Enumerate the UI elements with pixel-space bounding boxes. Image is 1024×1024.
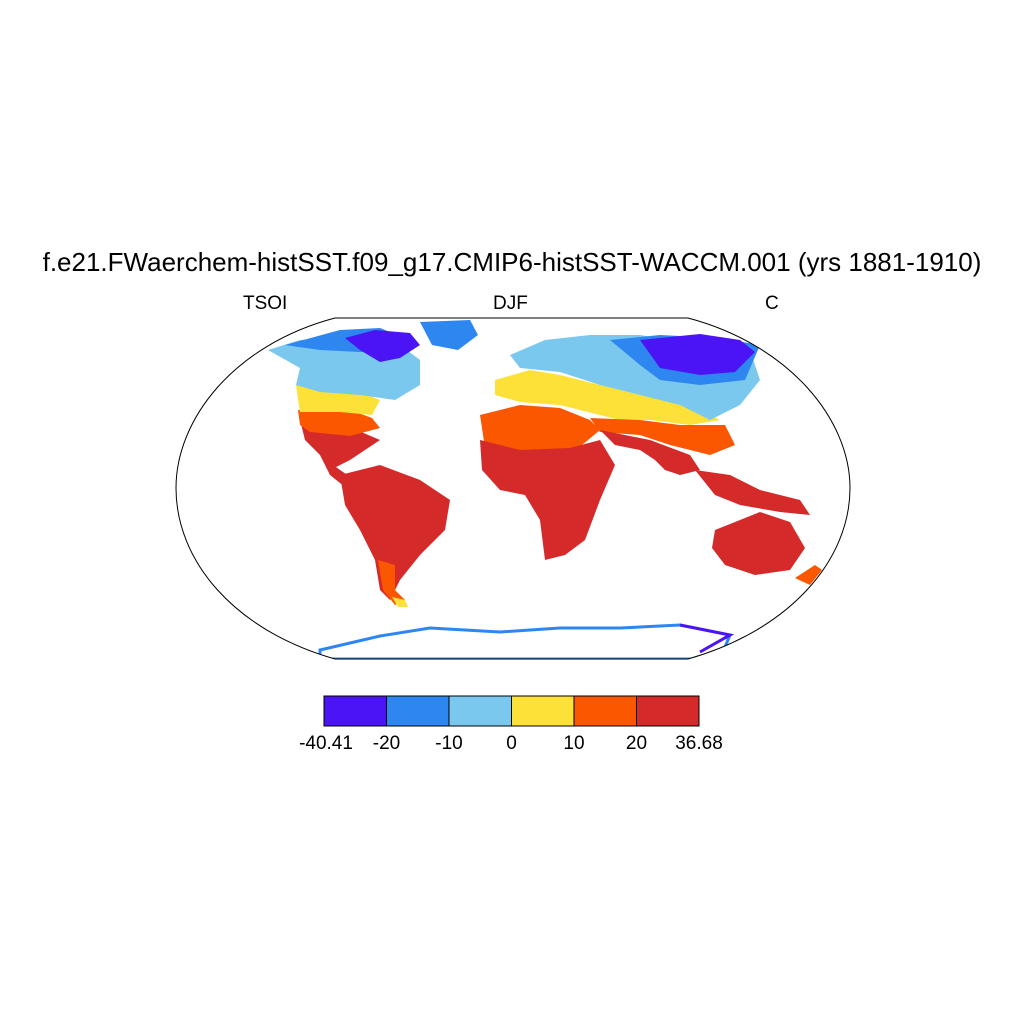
colorbar-swatch bbox=[573, 695, 637, 727]
colorbar-tick-label: 10 bbox=[563, 733, 585, 754]
maritime-continent bbox=[695, 470, 810, 515]
map-boundary bbox=[175, 317, 851, 660]
eurasia-yellow bbox=[495, 370, 720, 425]
north-america-purple bbox=[345, 330, 420, 362]
colorbar-tick-label: -20 bbox=[372, 733, 401, 754]
africa-orange bbox=[480, 405, 600, 455]
antarctic-coast bbox=[679, 623, 735, 654]
colorbar-tick-label: 0 bbox=[506, 733, 517, 754]
land-temperature-field bbox=[268, 320, 822, 659]
season-label: DJF bbox=[493, 293, 528, 314]
colorbar-swatch bbox=[511, 695, 575, 727]
south-america-red bbox=[340, 465, 450, 600]
colorbar bbox=[323, 695, 700, 727]
plot-title: f.e21.FWaerchem-histSST.f09_g17.CMIP6-hi… bbox=[42, 247, 982, 277]
north-america-orange bbox=[298, 410, 380, 436]
colorbar-tick-label: 20 bbox=[625, 733, 648, 754]
colorbar-swatch bbox=[448, 695, 512, 727]
colorbar-swatch bbox=[323, 695, 387, 727]
siberia-purple bbox=[640, 334, 755, 375]
africa-red bbox=[480, 440, 615, 560]
greenland bbox=[420, 320, 478, 350]
australia bbox=[712, 512, 805, 575]
south-asia-orange bbox=[590, 418, 735, 455]
colorbar-swatch bbox=[386, 695, 450, 727]
new-zealand bbox=[795, 565, 822, 585]
units-label: C bbox=[765, 293, 779, 314]
antarctica bbox=[318, 623, 733, 659]
colorbar-tick-label: 36.68 bbox=[675, 733, 723, 754]
colorbar-tick-label: -40.41 bbox=[299, 733, 353, 754]
south-america-orange bbox=[378, 560, 405, 605]
colorbar-swatch bbox=[636, 695, 700, 727]
variable-label: TSOI bbox=[243, 293, 288, 314]
south-america-tip bbox=[392, 597, 408, 607]
colorbar-tick-label: -10 bbox=[435, 733, 463, 754]
south-asia-red bbox=[600, 430, 700, 475]
